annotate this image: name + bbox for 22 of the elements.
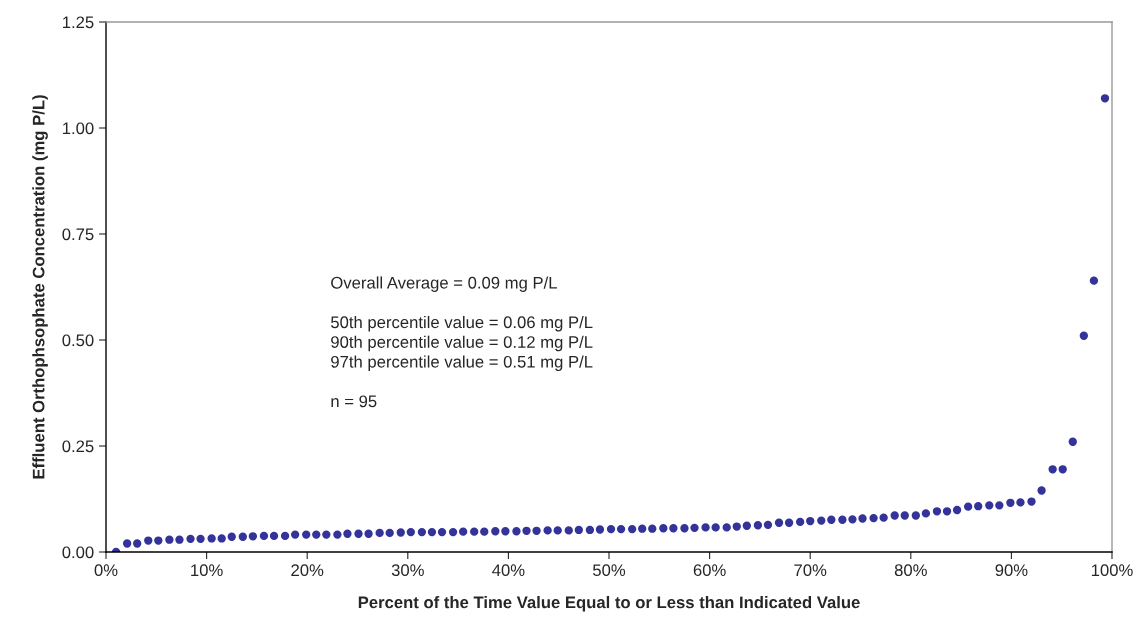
x-tick-label: 60% xyxy=(693,564,726,577)
x-tick-label: 10% xyxy=(191,564,223,577)
x-tick-label: 0% xyxy=(94,564,118,577)
y-axis-title: Effluent Orthophsophate Concentration (mg P/L) xyxy=(32,95,48,479)
x-tick-label: 50% xyxy=(592,564,626,577)
x-tick-label: 40% xyxy=(492,564,525,577)
annotation: 50th percentile value = 0.06 mg P/L 90th percentile value = 0.12 mg P/L 97th percentile value = 0.51 mg P/L xyxy=(331,315,593,371)
x-axis-title: Percent of the Time Value Equal to or Less than Indicated Value xyxy=(358,596,860,612)
x-tick-label: 30% xyxy=(391,564,424,577)
annotation: Overall Average = 0.09 mg P/L xyxy=(331,276,557,292)
x-tick-label: 70% xyxy=(794,564,827,577)
y-tick-label: 0.25 xyxy=(62,440,94,453)
x-tick-label: 90% xyxy=(995,564,1028,577)
y-tick-label: 1.25 xyxy=(63,16,94,29)
x-tick-label: 20% xyxy=(291,564,324,577)
x-tick-label: 80% xyxy=(894,564,927,577)
x-tick-label: 100% xyxy=(1091,564,1133,577)
y-tick-label: 0.50 xyxy=(62,334,94,347)
y-tick-label: 0.00 xyxy=(62,546,94,559)
y-tick-label: 0.75 xyxy=(62,228,94,241)
annotation: n = 95 xyxy=(331,395,377,408)
y-tick-label: 1.00 xyxy=(63,122,94,135)
